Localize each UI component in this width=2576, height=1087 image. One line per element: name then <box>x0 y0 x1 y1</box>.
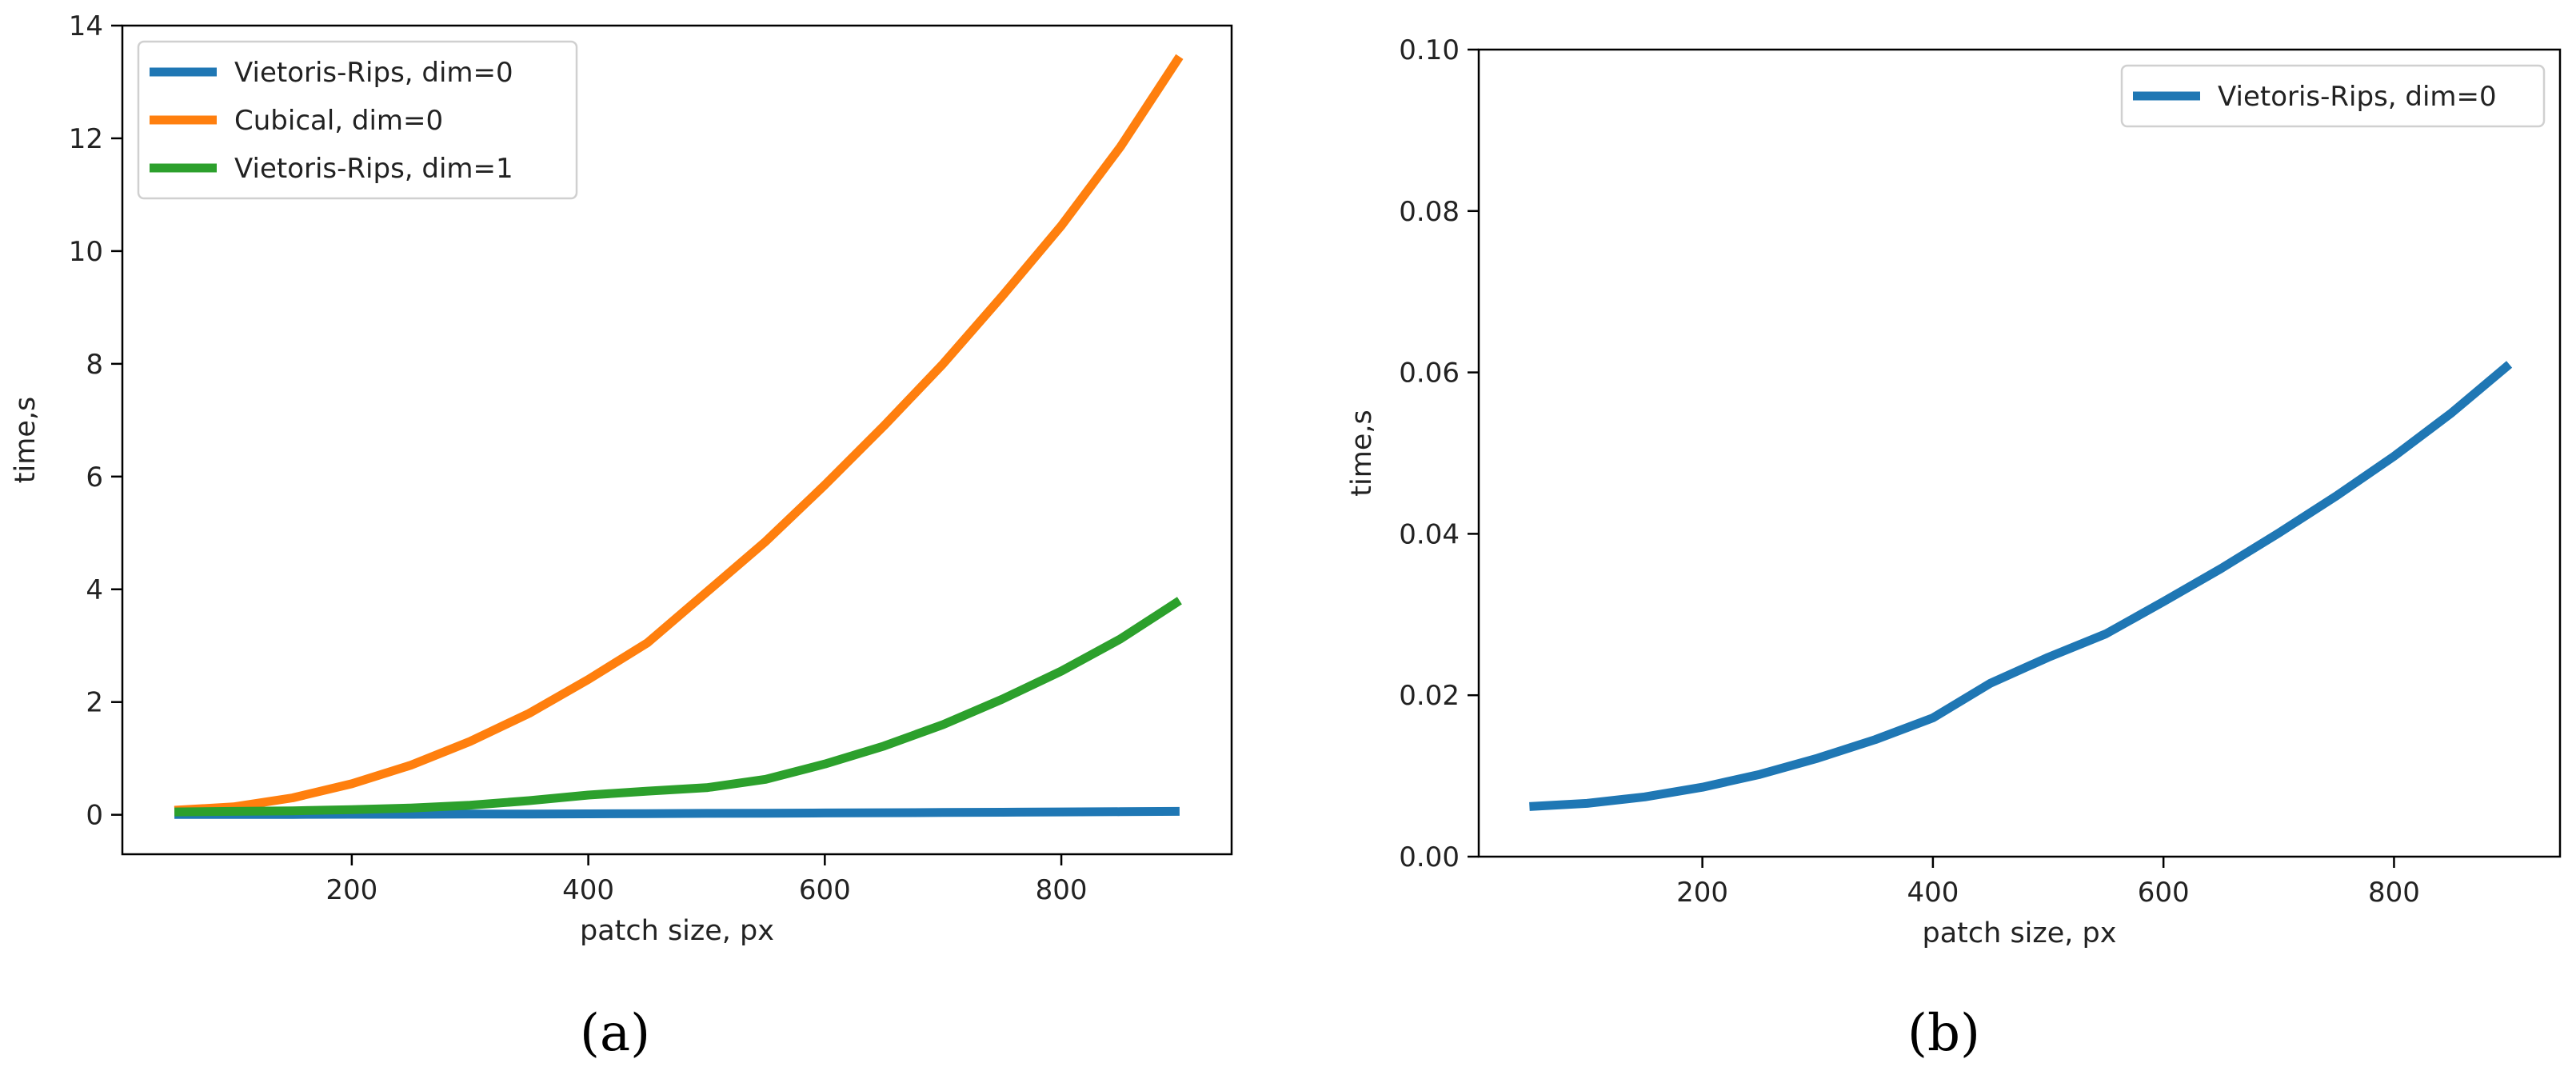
plot-frame <box>1477 48 2562 858</box>
x-axis-label: patch size, px <box>580 915 774 947</box>
legend-entry: Vietoris-Rips, dim=0 <box>234 57 513 89</box>
series-line-1 <box>1529 361 2513 811</box>
x-tick-label: 800 <box>1036 874 1088 906</box>
legend-box <box>2120 64 2546 128</box>
x-tick-label: 600 <box>2138 877 2190 909</box>
y-tick-label: 0.04 <box>1399 518 1460 550</box>
panel-label-b: (b) <box>1907 1004 1980 1063</box>
panel-label-a: (a) <box>580 1004 651 1063</box>
legend-box <box>137 40 578 200</box>
legend-entry: Vietoris-Rips, dim=0 <box>2218 81 2497 113</box>
x-axis-label: patch size, px <box>1923 917 2117 949</box>
y-axis-label: time,s <box>10 397 42 483</box>
y-tick-label: 14 <box>69 10 103 42</box>
x-tick-label: 400 <box>562 874 614 906</box>
y-tick-label: 8 <box>86 349 103 381</box>
y-tick-label: 6 <box>86 462 103 494</box>
plot-frame <box>121 24 1233 856</box>
series-line-3 <box>174 597 1182 817</box>
series-line-2 <box>174 54 1184 815</box>
y-tick-label: 12 <box>69 123 103 155</box>
x-tick-label: 400 <box>1907 877 1959 909</box>
y-tick-label: 4 <box>86 574 103 606</box>
y-tick-label: 0.02 <box>1399 680 1460 712</box>
x-tick-label: 200 <box>1676 877 1728 909</box>
y-tick-label: 2 <box>86 687 103 719</box>
chart-panel-b: 200 400 600 800 0.00 0.02 0.04 0.06 0.08 0.10 patc… <box>1346 34 2562 949</box>
y-tick-label: 0.10 <box>1399 34 1460 66</box>
chart-panel-a: 200 400 600 800 0 2 4 6 8 10 12 14 patch size, px tim… <box>10 10 1233 947</box>
legend: Vietoris-Rips, dim=0 Cubical, dim=0 Vietor… <box>137 40 578 200</box>
x-tick-label: 600 <box>799 874 851 906</box>
legend-entry: Vietoris-Rips, dim=1 <box>234 153 513 185</box>
y-tick-label: 0 <box>86 800 103 832</box>
y-tick-label: 0.08 <box>1399 196 1460 228</box>
y-axis-label: time,s <box>1346 410 1378 496</box>
y-tick-label: 0.06 <box>1399 358 1460 390</box>
x-tick-label: 800 <box>2368 877 2420 909</box>
x-tick-label: 200 <box>325 874 377 906</box>
y-tick-label: 0.00 <box>1399 841 1460 873</box>
legend-entry: Cubical, dim=0 <box>234 105 443 137</box>
y-tick-label: 10 <box>69 236 103 268</box>
legend: Vietoris-Rips, dim=0 <box>2120 64 2546 128</box>
